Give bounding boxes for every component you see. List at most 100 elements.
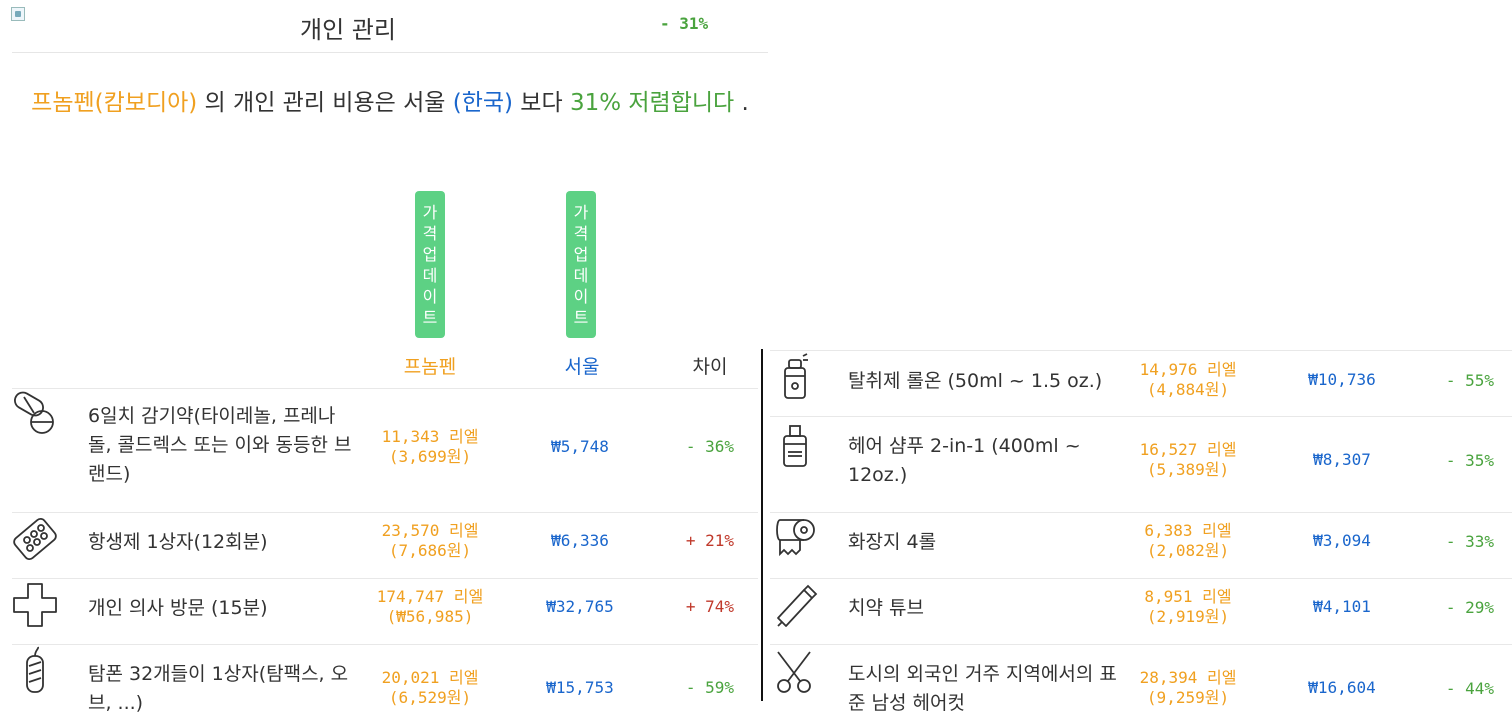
header-divider — [12, 52, 768, 53]
diff-percent: - 36% — [685, 437, 734, 456]
update-price-button-city1[interactable]: 가 격 업 데 이 트 — [415, 191, 445, 338]
local-price: 6,383 리엘 (2,082원) — [1108, 521, 1268, 561]
pills-icon — [10, 388, 60, 438]
update-char: 업 — [573, 244, 589, 264]
local-price-krw: (2,919원) — [1146, 607, 1230, 626]
update-char: 이 — [422, 286, 438, 306]
item-name: 도시의 외국인 거주 지역에서의 표준 남성 헤어컷 — [848, 663, 1117, 714]
summary-result: 31% 저렴합니다 — [569, 90, 735, 116]
broken-image-icon — [11, 7, 25, 21]
summary-text2: 보다 — [513, 90, 570, 116]
item-name: 탐폰 32개들이 1상자(탐팩스, 오브, ...) — [88, 663, 349, 714]
row-divider — [770, 644, 1512, 645]
update-char: 격 — [422, 223, 438, 243]
local-price: 23,570 리엘 (7,686원) — [350, 521, 510, 561]
update-char: 가 — [573, 202, 589, 222]
local-price: 8,951 리엘 (2,919원) — [1108, 587, 1268, 627]
local-price-riel: 8,951 리엘 — [1144, 587, 1232, 606]
update-char: 데 — [422, 265, 438, 285]
local-price-riel: 174,747 리엘 — [376, 587, 484, 606]
seoul-price: ₩15,753 — [546, 678, 614, 697]
diff-percent: + 21% — [685, 531, 734, 550]
local-price-krw: (5,389원) — [1146, 460, 1230, 479]
row-divider — [770, 512, 1512, 513]
seoul-price: ₩10,736 — [1308, 370, 1376, 389]
local-price-krw: (3,699원) — [388, 447, 472, 466]
local-price-riel: 23,570 리엘 — [381, 521, 479, 540]
local-price-riel: 6,383 리엘 — [1144, 521, 1232, 540]
update-char: 업 — [422, 244, 438, 264]
toothpaste-icon — [770, 580, 820, 630]
seoul-price: ₩6,336 — [551, 531, 609, 550]
local-price-krw: (7,686원) — [388, 541, 472, 560]
diff-percent: - 33% — [1445, 532, 1494, 551]
item-name: 화장지 4롤 — [848, 531, 937, 553]
seoul-price: ₩4,101 — [1313, 597, 1371, 616]
local-price: 16,527 리엘 (5,389원) — [1108, 440, 1268, 480]
local-price-riel: 28,394 리엘 — [1139, 668, 1237, 687]
row-divider — [12, 578, 758, 579]
column-header-city1: 프놈펜 — [403, 356, 457, 378]
item-name: 개인 의사 방문 (15분) — [88, 597, 268, 619]
row-divider — [770, 416, 1512, 417]
deodorant-icon — [770, 352, 820, 402]
seoul-price: ₩32,765 — [546, 597, 614, 616]
local-price-krw: (2,082원) — [1146, 541, 1230, 560]
local-price-riel: 16,527 리엘 — [1139, 440, 1237, 459]
summary-city1[interactable]: 프놈펜(캄보디아) — [31, 90, 198, 116]
scissors-icon — [770, 648, 820, 698]
item-name: 6일치 감기약(타이레놀, 프레나돌, 콜드렉스 또는 이와 동등한 브랜드) — [88, 405, 352, 485]
local-price-riel: 14,976 리엘 — [1139, 360, 1237, 379]
update-char: 트 — [422, 307, 438, 327]
row-divider — [12, 512, 758, 513]
seoul-price: ₩8,307 — [1313, 450, 1371, 469]
summary-sentence: 프놈펜(캄보디아) 의 개인 관리 비용은 서울 (한국) 보다 31% 저렴합… — [14, 88, 766, 119]
pill-pack-icon — [10, 514, 60, 564]
row-divider — [770, 350, 1512, 351]
update-price-button-city2[interactable]: 가 격 업 데 이 트 — [566, 191, 596, 338]
local-price-krw: (6,529원) — [388, 688, 472, 707]
diff-percent: + 74% — [685, 597, 734, 616]
summary-city2[interactable]: (한국) — [452, 90, 513, 116]
row-divider — [770, 578, 1512, 579]
local-price-riel: 11,343 리엘 — [381, 427, 479, 446]
update-char: 트 — [573, 307, 589, 327]
local-price: 14,976 리엘 (4,884원) — [1108, 360, 1268, 400]
local-price-krw: (₩56,985) — [386, 607, 474, 626]
update-char: 이 — [573, 286, 589, 306]
local-price: 174,747 리엘 (₩56,985) — [350, 587, 510, 627]
item-name: 치약 튜브 — [848, 597, 924, 619]
column-header-diff: 차이 — [692, 356, 728, 378]
diff-percent: - 29% — [1445, 598, 1494, 617]
local-price: 28,394 리엘 (9,259원) — [1108, 668, 1268, 708]
diff-percent: - 35% — [1445, 451, 1494, 470]
local-price: 20,021 리엘 (6,529원) — [350, 668, 510, 708]
update-char: 가 — [422, 202, 438, 222]
seoul-price: ₩16,604 — [1308, 678, 1376, 697]
item-name: 탈취제 롤온 (50ml ~ 1.5 oz.) — [848, 370, 1103, 392]
column-header-city2: 서울 — [564, 356, 600, 378]
diff-percent: - 55% — [1445, 371, 1494, 390]
diff-percent: - 44% — [1445, 679, 1494, 698]
column-divider — [761, 349, 763, 701]
seoul-price: ₩3,094 — [1313, 531, 1371, 550]
seoul-price: ₩5,748 — [551, 437, 609, 456]
update-char: 격 — [573, 223, 589, 243]
diff-percent: - 59% — [685, 678, 734, 697]
medical-cross-icon — [10, 580, 60, 630]
page-title: 개인 관리 — [300, 16, 396, 44]
row-divider — [12, 388, 758, 389]
local-price-riel: 20,021 리엘 — [381, 668, 479, 687]
summary-text1: 의 개인 관리 비용은 서울 — [197, 90, 453, 116]
row-divider — [12, 644, 758, 645]
header-diff-percent: - 31% — [660, 14, 709, 33]
shampoo-icon — [770, 420, 820, 470]
tampon-icon — [10, 646, 60, 696]
local-price: 11,343 리엘 (3,699원) — [350, 427, 510, 467]
local-price-krw: (4,884원) — [1146, 380, 1230, 399]
item-name: 헤어 샴푸 2-in-1 (400ml ~ 12oz.) — [848, 435, 1081, 486]
local-price-krw: (9,259원) — [1146, 688, 1230, 707]
toilet-paper-icon — [770, 514, 820, 564]
item-name: 항생제 1상자(12회분) — [88, 531, 268, 553]
summary-period: . — [734, 90, 749, 116]
